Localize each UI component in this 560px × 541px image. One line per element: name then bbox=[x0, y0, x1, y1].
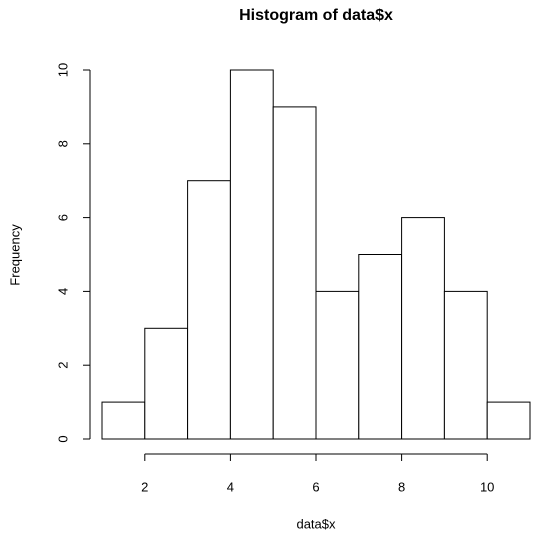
bar bbox=[187, 180, 231, 440]
y-tick-label: 10 bbox=[55, 63, 70, 77]
bar bbox=[358, 254, 403, 440]
x-tick-label: 6 bbox=[312, 479, 319, 494]
bar bbox=[101, 401, 146, 440]
bar bbox=[229, 69, 274, 440]
bar bbox=[315, 290, 360, 440]
chart-title: Histogram of data$x bbox=[239, 7, 393, 24]
bar bbox=[272, 106, 317, 440]
y-tick-label: 0 bbox=[55, 435, 70, 442]
y-tick-label: 8 bbox=[55, 140, 70, 147]
x-axis-label: data$x bbox=[296, 516, 336, 531]
x-tick-label: 8 bbox=[398, 479, 405, 494]
bar bbox=[144, 327, 189, 440]
y-tick-label: 6 bbox=[55, 214, 70, 221]
bar bbox=[486, 401, 531, 440]
x-tick-label: 10 bbox=[480, 479, 494, 494]
bar bbox=[401, 217, 445, 440]
x-tick-label: 4 bbox=[227, 479, 234, 494]
x-tick-label: 2 bbox=[141, 479, 148, 494]
y-tick-label: 4 bbox=[55, 288, 70, 295]
y-tick-label: 2 bbox=[55, 362, 70, 369]
bar bbox=[443, 290, 488, 440]
y-axis-label: Frequency bbox=[7, 224, 22, 286]
